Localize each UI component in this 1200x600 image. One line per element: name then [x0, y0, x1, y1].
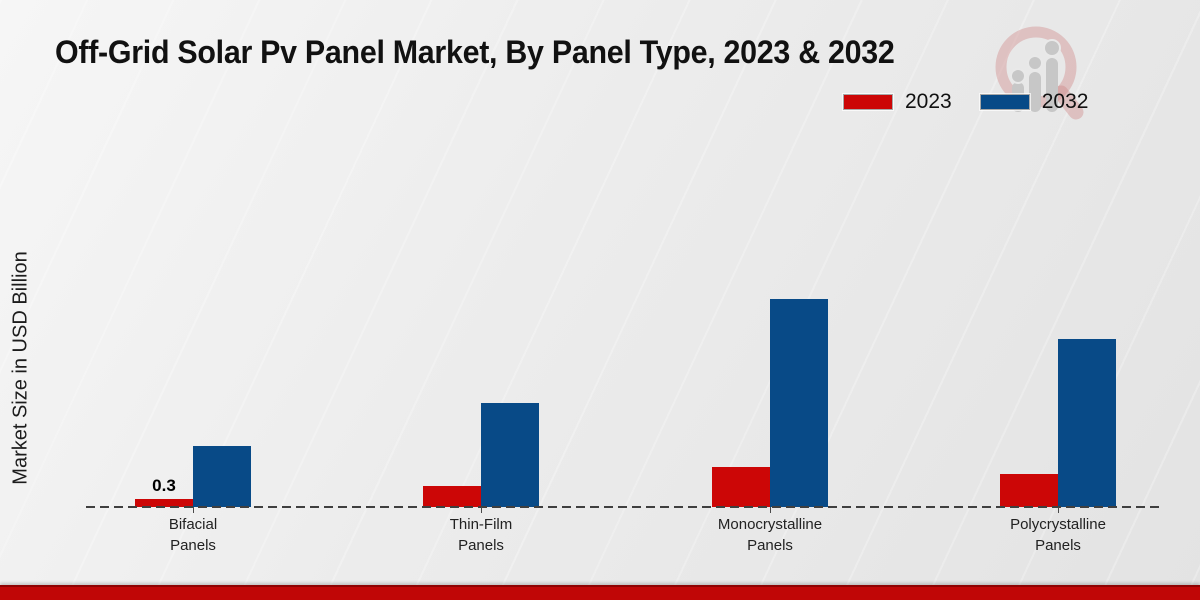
category-label-polycrystalline-panels: Polycrystalline Panels — [1010, 516, 1106, 554]
axis-tick — [481, 507, 482, 513]
legend: 2023 2032 — [843, 90, 1088, 114]
legend-item-2023: 2023 — [843, 90, 952, 114]
bar-2023-thin-film-panels — [423, 486, 481, 507]
legend-item-2032: 2032 — [979, 90, 1089, 114]
chart-title: Off-Grid Solar Pv Panel Market, By Panel… — [55, 34, 895, 70]
bar-value-label: 0.3 — [152, 476, 176, 495]
bar-2023-bifacial-panels — [135, 499, 193, 507]
axis-tick — [770, 507, 771, 513]
category-label-monocrystalline-panels: Monocrystalline Panels — [717, 516, 823, 554]
category-label-thin-film-panels: Thin-Film Panels — [449, 516, 513, 554]
bar-2023-polycrystalline-panels — [1000, 474, 1058, 507]
bar-2032-bifacial-panels — [193, 446, 251, 507]
bar-2032-thin-film-panels — [481, 403, 539, 507]
bar-2032-monocrystalline-panels — [770, 299, 828, 507]
axis-tick — [193, 507, 194, 513]
bar-2023-monocrystalline-panels — [712, 467, 770, 507]
legend-label-2032: 2032 — [1041, 90, 1089, 113]
legend-swatch-2023 — [843, 94, 893, 110]
bar-trend-glyph — [1010, 39, 1061, 112]
footer-accent-bar — [0, 585, 1200, 600]
brand-logo — [995, 26, 1084, 120]
bar-2032-polycrystalline-panels — [1058, 339, 1116, 507]
axis-tick — [1058, 507, 1059, 513]
legend-swatch-2032 — [979, 94, 1030, 110]
legend-label-2023: 2023 — [905, 90, 952, 113]
category-label-bifacial-panels: Bifacial Panels — [168, 516, 218, 554]
x-axis-baseline — [86, 506, 1163, 508]
